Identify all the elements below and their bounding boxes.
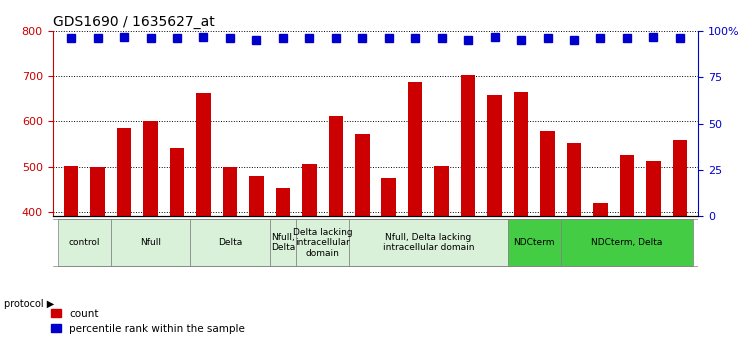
Bar xyxy=(143,121,158,345)
Text: Delta lacking
intracellular
domain: Delta lacking intracellular domain xyxy=(293,228,352,258)
Bar xyxy=(540,131,555,345)
Bar xyxy=(170,148,184,345)
Bar xyxy=(593,203,608,345)
Bar xyxy=(302,164,317,345)
Text: protocol ▶: protocol ▶ xyxy=(4,299,54,308)
Bar xyxy=(487,95,502,345)
FancyBboxPatch shape xyxy=(58,219,111,266)
Bar xyxy=(567,144,581,345)
Text: NDCterm: NDCterm xyxy=(514,238,555,247)
Bar xyxy=(646,161,661,345)
Text: control: control xyxy=(68,238,100,247)
Bar xyxy=(355,135,369,345)
Legend: count, percentile rank within the sample: count, percentile rank within the sample xyxy=(47,305,249,338)
FancyBboxPatch shape xyxy=(561,219,693,266)
FancyBboxPatch shape xyxy=(508,219,561,266)
Bar xyxy=(64,166,78,345)
FancyBboxPatch shape xyxy=(349,219,508,266)
FancyBboxPatch shape xyxy=(111,219,190,266)
Bar xyxy=(249,176,264,345)
FancyBboxPatch shape xyxy=(270,219,296,266)
FancyBboxPatch shape xyxy=(190,219,270,266)
Text: GDS1690 / 1635627_at: GDS1690 / 1635627_at xyxy=(53,14,214,29)
Bar xyxy=(620,155,635,345)
Bar xyxy=(116,128,131,345)
Bar xyxy=(461,75,475,345)
Bar xyxy=(673,140,687,345)
Bar xyxy=(408,82,423,345)
Bar xyxy=(328,116,343,345)
Text: Nfull,
Delta: Nfull, Delta xyxy=(270,233,295,252)
Text: NDCterm, Delta: NDCterm, Delta xyxy=(591,238,662,247)
Bar xyxy=(196,93,211,345)
Text: Nfull: Nfull xyxy=(140,238,161,247)
Text: Nfull, Delta lacking
intracellular domain: Nfull, Delta lacking intracellular domai… xyxy=(383,233,474,252)
Text: Delta: Delta xyxy=(218,238,242,247)
Bar xyxy=(90,167,105,345)
FancyBboxPatch shape xyxy=(296,219,349,266)
Bar xyxy=(276,188,290,345)
Bar xyxy=(514,91,529,345)
Bar xyxy=(222,167,237,345)
Bar xyxy=(382,178,396,345)
Bar xyxy=(434,166,449,345)
